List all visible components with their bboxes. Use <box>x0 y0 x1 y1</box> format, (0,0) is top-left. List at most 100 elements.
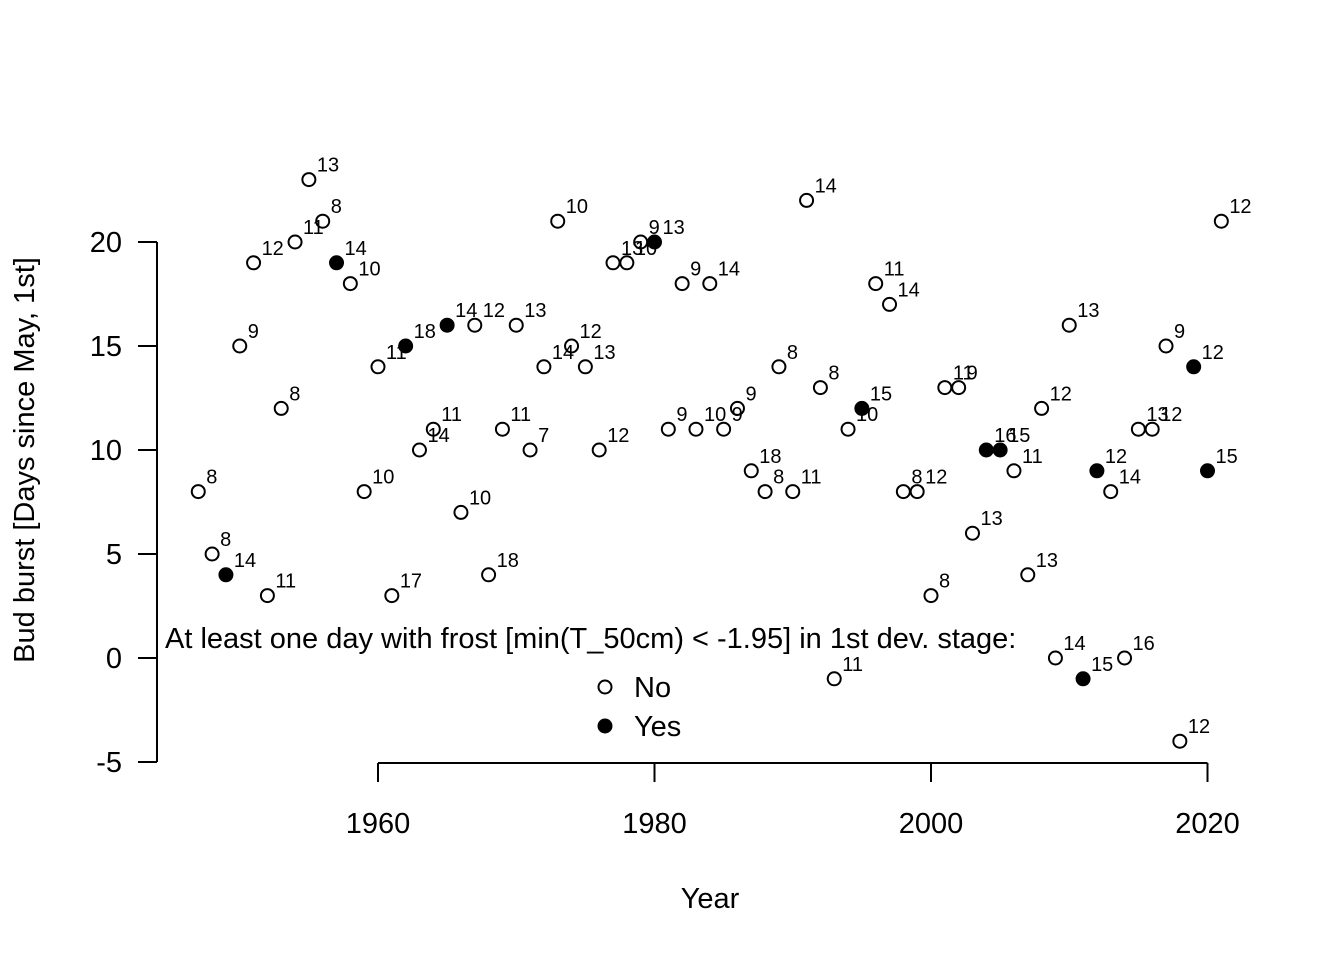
no-frost-point <box>868 276 884 292</box>
no-frost-point <box>1213 213 1229 229</box>
frost-point <box>992 442 1008 458</box>
no-frost-point <box>1047 650 1063 666</box>
y-tick-label: 0 <box>106 643 122 675</box>
point-label: 8 <box>787 342 798 364</box>
no-frost-point <box>702 276 718 292</box>
no-frost-point <box>923 588 939 604</box>
point-label: 14 <box>718 259 740 281</box>
point-label: 14 <box>234 550 256 572</box>
no-frost-point <box>757 484 773 500</box>
point-label: 12 <box>580 321 602 343</box>
no-frost-point <box>522 442 538 458</box>
point-label: 15 <box>870 383 892 405</box>
point-label: 9 <box>745 383 756 405</box>
point-label: 11 <box>303 217 324 239</box>
point-label: 8 <box>911 467 922 489</box>
point-label: 11 <box>1022 446 1043 468</box>
point-label: 10 <box>469 487 491 509</box>
no-frost-point <box>481 567 497 583</box>
point-label: 14 <box>1063 633 1085 655</box>
point-label: 9 <box>649 217 660 239</box>
point-label: 7 <box>538 425 549 447</box>
frost-point <box>439 317 455 333</box>
no-frost-point <box>1172 733 1188 749</box>
point-label: 18 <box>497 550 519 572</box>
point-label: 11 <box>275 571 296 593</box>
point-label: 8 <box>289 383 300 405</box>
point-label: 15 <box>1008 425 1030 447</box>
no-frost-point <box>1117 650 1133 666</box>
no-frost-point <box>895 484 911 500</box>
point-label: 12 <box>1105 446 1127 468</box>
no-frost-point <box>688 421 704 437</box>
no-frost-point <box>550 213 566 229</box>
no-frost-point <box>771 359 787 375</box>
point-label: 8 <box>828 363 839 385</box>
legend-title: At least one day with frost [min(T_50cm)… <box>165 623 1016 655</box>
no-frost-point <box>909 484 925 500</box>
point-label: 10 <box>358 259 380 281</box>
point-label: 15 <box>1216 446 1238 468</box>
no-frost-point <box>605 255 621 271</box>
no-frost-point <box>453 504 469 520</box>
point-label: 12 <box>1188 716 1210 738</box>
x-tick-label: 2000 <box>899 808 964 840</box>
no-frost-point <box>356 484 372 500</box>
point-label: 11 <box>842 654 863 676</box>
no-frost-point <box>826 671 842 687</box>
no-frost-point <box>370 359 386 375</box>
point-label: 14 <box>815 175 837 197</box>
no-frost-point <box>342 276 358 292</box>
point-label: 13 <box>1146 404 1168 426</box>
point-label: 13 <box>1077 300 1099 322</box>
point-label: 18 <box>759 446 781 468</box>
x-tick-label: 1960 <box>346 808 411 840</box>
no-frost-point <box>411 442 427 458</box>
no-frost-point <box>1061 317 1077 333</box>
no-frost-point <box>536 359 552 375</box>
point-label: 15 <box>1091 654 1113 676</box>
point-label: 10 <box>704 404 726 426</box>
no-frost-point <box>1103 484 1119 500</box>
no-frost-point <box>1034 400 1050 416</box>
point-label: 11 <box>441 404 462 426</box>
point-label: 9 <box>967 363 978 385</box>
point-label: 13 <box>621 238 643 260</box>
point-label: 14 <box>455 300 477 322</box>
no-frost-point <box>591 442 607 458</box>
point-label: 13 <box>593 342 615 364</box>
y-tick-label: 10 <box>90 435 122 467</box>
point-label: 12 <box>607 425 629 447</box>
y-tick-label: 15 <box>90 331 122 363</box>
point-label: 12 <box>1229 196 1251 218</box>
point-label: 13 <box>524 300 546 322</box>
no-frost-point <box>467 317 483 333</box>
no-frost-point <box>1144 421 1160 437</box>
y-axis-title: Bud burst [Days since May, 1st] <box>9 257 41 663</box>
no-frost-point <box>425 421 441 437</box>
no-frost-point <box>494 421 510 437</box>
point-label: 12 <box>1160 404 1182 426</box>
frost-point <box>398 338 414 354</box>
legend: At least one day with frost [min(T_50cm)… <box>165 623 1016 743</box>
frost-point <box>1186 359 1202 375</box>
no-frost-point <box>232 338 248 354</box>
frost-point <box>854 400 870 416</box>
point-label: 17 <box>400 571 422 593</box>
point-label: 14 <box>1119 467 1141 489</box>
point-label: 10 <box>566 196 588 218</box>
legend-no-marker <box>597 679 613 695</box>
point-label: 13 <box>1036 550 1058 572</box>
point-label: 12 <box>262 238 284 260</box>
no-frost-point <box>273 400 289 416</box>
y-tick-label: 5 <box>106 539 122 571</box>
no-frost-point <box>204 546 220 562</box>
point-label: 13 <box>317 155 339 177</box>
point-label: 9 <box>676 404 687 426</box>
no-frost-point <box>287 234 303 250</box>
frost-point <box>1200 463 1215 479</box>
point-label: 8 <box>206 467 217 489</box>
x-axis-title: Year <box>681 883 740 915</box>
point-label: 10 <box>372 467 394 489</box>
